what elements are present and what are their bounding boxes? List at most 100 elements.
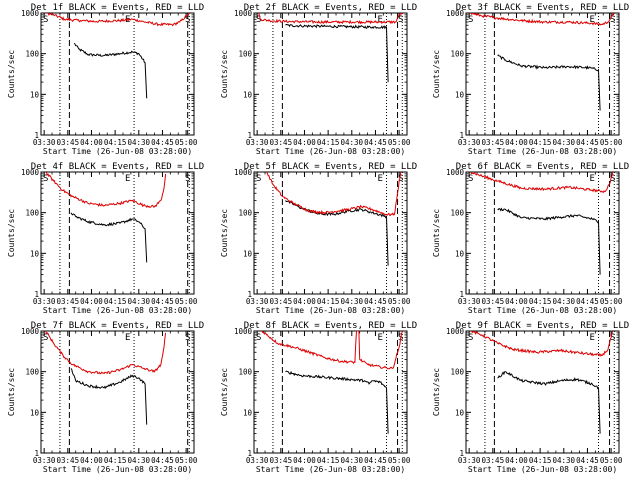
x-axis-label: Start Time (26-Jun-08 03:28:00) [468,306,617,315]
y-tick-label: 1 [247,449,252,458]
x-tick-label: 04:00 [293,297,316,306]
y-axis-label: Counts/sec [7,50,16,98]
panel-title: Det 8f BLACK = Events, RED = LLD [244,321,417,331]
x-axis-label: Start Time (26-Jun-08 03:28:00) [468,147,617,156]
x-tick-label: 04:00 [505,456,528,465]
y-tick-label: 1000 [446,327,465,336]
series-line-lld [45,13,190,27]
corner-label-start-next: S [185,15,190,25]
panel-title: Det 7f BLACK = Events, RED = LLD [31,321,204,331]
series-line-lld [45,172,167,208]
y-tick-label: 1 [459,131,464,140]
y-axis-label: Counts/sec [220,368,229,416]
x-tick-label: 05:00 [175,138,198,147]
x-tick-label: 03:45 [57,138,80,147]
y-tick-label: 1000 [21,168,40,177]
plot-frame [465,12,620,136]
x-tick-label: 03:45 [270,456,293,465]
corner-label-end: E [125,174,130,184]
x-tick-label: 04:45 [364,138,387,147]
plot-frame [40,171,195,295]
corner-label-start: S [468,333,473,343]
x-tick-label: 03:30 [458,297,481,306]
plot-frame [253,330,408,454]
x-tick-label: 04:15 [317,456,340,465]
x-axis-label: Start Time (26-Jun-08 03:28:00) [43,465,192,474]
x-tick-label: 04:45 [364,456,387,465]
x-tick-label: 04:30 [553,297,576,306]
corner-label-end: E [125,333,130,343]
y-tick-label: 1000 [21,327,40,336]
y-tick-label: 1000 [446,9,465,18]
x-axis-label: Start Time (26-Jun-08 03:28:00) [256,147,405,156]
y-tick-label: 10 [30,249,40,258]
x-tick-label: 04:30 [341,456,364,465]
x-axis-label: Start Time (26-Jun-08 03:28:00) [468,465,617,474]
panel-det-7: Det 7f BLACK = Events, RED = LLD 1 10 100 10… [7,321,204,474]
x-tick-label: 04:00 [505,297,528,306]
x-tick-label: 05:00 [388,456,411,465]
y-axis-label: Counts/sec [7,209,16,257]
y-tick-label: 1000 [234,9,253,18]
y-tick-label: 1 [247,290,252,299]
series-line-events [285,23,389,83]
panel-det-8: Det 8f BLACK = Events, RED = LLD 1 10 100 10… [220,321,417,474]
panel-det-9: Det 9f BLACK = Events, RED = LLD 1 10 100 10… [432,321,629,474]
x-tick-label: 04:45 [151,456,174,465]
series-line-lld [45,331,167,375]
y-tick-label: 1 [247,131,252,140]
y-tick-label: 100 [450,368,464,377]
x-tick-label: 05:00 [388,297,411,306]
y-tick-label: 1 [459,290,464,299]
corner-label-start-next: S [398,174,403,184]
corner-label-end: E [589,174,594,184]
x-tick-label: 04:45 [151,297,174,306]
x-tick-label: 05:00 [600,297,623,306]
x-tick-label: 03:45 [482,297,505,306]
corner-label-start: S [256,15,261,25]
x-tick-label: 05:00 [175,456,198,465]
corner-label-start-next: S [610,174,615,184]
y-tick-label: 1000 [446,168,465,177]
panel-det-5: Det 5f BLACK = Events, RED = LLD 1 10 100 10… [220,162,417,315]
series-line-lld [470,331,614,357]
corner-label-start-next: S [610,15,615,25]
y-tick-label: 100 [238,209,252,218]
series-line-events [70,212,148,263]
panel-title: Det 2f BLACK = Events, RED = LLD [244,3,417,13]
series-line-lld [261,331,403,370]
panel-title: Det 6f BLACK = Events, RED = LLD [456,162,629,172]
x-tick-label: 04:30 [553,456,576,465]
y-tick-label: 10 [243,90,253,99]
x-axis-label: Start Time (26-Jun-08 03:28:00) [43,147,192,156]
plot-frame [253,171,408,295]
plot-frame [40,12,195,136]
y-axis-label: Counts/sec [220,50,229,98]
x-tick-label: 04:15 [529,297,552,306]
x-tick-label: 04:15 [529,456,552,465]
x-axis-label: Start Time (26-Jun-08 03:28:00) [43,306,192,315]
x-tick-label: 04:00 [293,138,316,147]
x-tick-label: 04:00 [505,138,528,147]
y-tick-label: 1 [34,449,39,458]
x-tick-label: 04:15 [529,138,552,147]
x-tick-label: 03:30 [458,456,481,465]
y-tick-label: 10 [30,408,40,417]
panel-det-6: Det 6f BLACK = Events, RED = LLD 1 10 100 10… [432,162,629,315]
x-tick-label: 04:30 [128,297,151,306]
y-tick-label: 10 [243,249,253,258]
panel-det-4: Det 4f BLACK = Events, RED = LLD 1 10 100 10… [7,162,204,315]
corner-label-start: S [468,174,473,184]
panel-det-2: Det 2f BLACK = Events, RED = LLD 1 10 100 10… [220,3,417,156]
x-tick-label: 04:00 [293,456,316,465]
y-tick-label: 10 [455,249,465,258]
x-tick-label: 03:45 [57,456,80,465]
x-tick-label: 03:30 [458,138,481,147]
y-tick-label: 1000 [21,9,40,18]
x-tick-label: 05:00 [175,297,198,306]
corner-label-end: E [377,333,382,343]
plot-frame [253,12,408,136]
x-tick-label: 03:30 [246,456,269,465]
panel-title: Det 9f BLACK = Events, RED = LLD [456,321,629,331]
series-line-events [73,42,148,99]
